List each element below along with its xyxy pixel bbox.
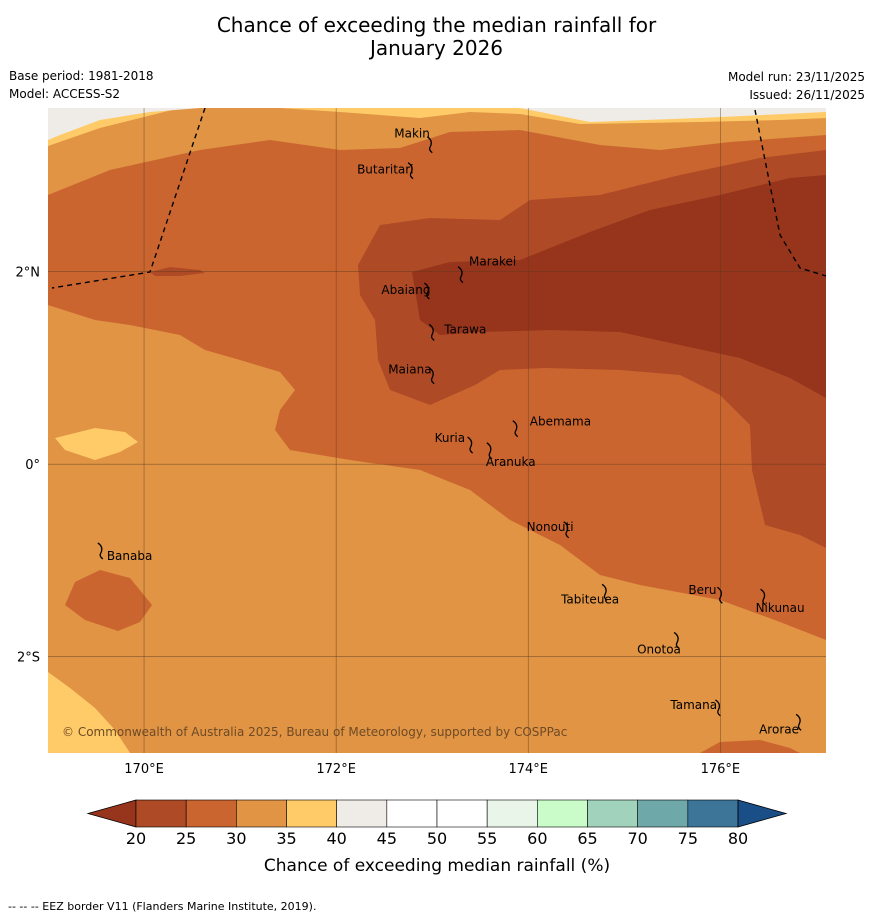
island-label: Kuria [435, 431, 466, 445]
copyright-notice: © Commonwealth of Australia 2025, Bureau… [62, 725, 567, 739]
colorbar-high-extend [737, 799, 788, 828]
axis-tick-labels: 170°E 172°E 174°E 176°E 2°N 0° 2°S [16, 266, 741, 777]
colorbar-segment [336, 799, 388, 828]
band-25-30-bottom [700, 740, 800, 753]
band-40-45-corner [48, 108, 200, 140]
island-label: Abemama [530, 415, 591, 429]
island-outline [795, 713, 802, 731]
lon-tick-label: 170°E [124, 762, 164, 777]
eez-footnote: -- -- -- EEZ border V11 (Flanders Marine… [8, 900, 317, 913]
graticule [48, 108, 826, 753]
island-label: Nikunau [756, 601, 805, 615]
island-outline [716, 586, 723, 604]
lat-tick-label: 2°N [16, 266, 41, 281]
island-label: Butaritari [357, 163, 414, 177]
colorbar-segment [386, 799, 438, 828]
colorbar-tick-label: 70 [627, 829, 647, 848]
model-name: Model: ACCESS-S2 [9, 87, 121, 101]
island-label: Tarawa [443, 322, 486, 336]
colorbar-segment [587, 799, 638, 828]
island-label: Maiana [388, 363, 431, 377]
colorbar-tick-label: 80 [728, 829, 748, 848]
map-title-line2: January 2026 [369, 36, 504, 60]
colorbar-segment [687, 799, 739, 828]
colorbar-tick-label: 30 [226, 829, 246, 848]
island-outline [457, 266, 464, 284]
island-outline [601, 583, 608, 601]
island-label: Arorae [759, 722, 799, 736]
base-period: Base period: 1981-2018 [9, 69, 154, 83]
colorbar-tick-label: 75 [678, 829, 698, 848]
island-outline [428, 367, 435, 385]
issued-date: Issued: 26/11/2025 [749, 88, 865, 102]
island-label: Beru [688, 583, 716, 597]
island-label: Banaba [107, 549, 153, 563]
island-outline [426, 136, 433, 154]
island-label: Abaiang [381, 283, 430, 297]
island-outline [424, 282, 430, 300]
colorbar-segment [537, 799, 588, 828]
island-outline [486, 442, 493, 460]
lon-tick-label: 176°E [701, 762, 741, 777]
colorbar-tick-label: 55 [477, 829, 497, 848]
colorbar-tick-label: 40 [326, 829, 346, 848]
colorbar-segment [185, 799, 237, 828]
lat-tick-label: 2°S [17, 651, 40, 666]
island-label: Tabiteuea [560, 592, 619, 606]
island-outline [97, 542, 104, 560]
island-outline [673, 631, 680, 649]
colorbar-label: Chance of exceeding median rainfall (%) [264, 856, 610, 876]
colorbar-segment [286, 799, 337, 828]
lat-tick-label: 0° [25, 458, 40, 473]
probability-fill-layer: Makin Butaritari Marakei Abaiang Tarawa Maian… [48, 108, 826, 753]
island-outline [563, 521, 570, 539]
map-title-line1: Chance of exceeding the median rainfall … [216, 13, 657, 37]
colorbar: 20 25 30 35 40 45 50 55 60 65 70 75 80 [86, 799, 788, 848]
island-label: Tamana [669, 698, 717, 712]
colorbar-segment [236, 799, 287, 828]
eez-border [51, 108, 826, 289]
colorbar-tick-label: 35 [276, 829, 296, 848]
colorbar-tick-label: 60 [527, 829, 547, 848]
colorbar-tick-label: 50 [427, 829, 447, 848]
lon-tick-label: 174°E [508, 762, 548, 777]
island-label: Onotoa [637, 642, 681, 656]
band-40-45-top-right [520, 108, 826, 122]
island-outline [467, 436, 474, 454]
band-35-40-lower-left [48, 672, 130, 753]
band-below-20 [412, 175, 826, 398]
island-outline [428, 323, 435, 341]
colorbar-tick-label: 20 [126, 829, 146, 848]
colorbar-segment [486, 799, 538, 828]
island-label: Marakei [469, 255, 516, 269]
island-label: Makin [394, 127, 430, 141]
colorbar-segment [436, 799, 488, 828]
island-outline [760, 588, 766, 606]
lon-tick-label: 172°E [316, 762, 356, 777]
colorbar-tick-label: 45 [377, 829, 397, 848]
model-run-date: Model run: 23/11/2025 [727, 70, 865, 84]
band-25-30-blob [65, 570, 152, 631]
colorbar-segment [135, 799, 187, 828]
island-outline [715, 699, 721, 717]
island-label: Nonouti [527, 520, 574, 534]
island-outline [512, 420, 519, 438]
band-35-40-left-blob [55, 428, 138, 460]
island-outline [407, 162, 414, 180]
islands-layer: Makin Butaritari Marakei Abaiang Tarawa Maian… [97, 127, 805, 736]
island-label: Aranuka [486, 455, 536, 469]
colorbar-tick-label: 25 [176, 829, 196, 848]
colorbar-segment [637, 799, 689, 828]
colorbar-tick-label: 65 [577, 829, 597, 848]
colorbar-low-extend [86, 799, 137, 828]
